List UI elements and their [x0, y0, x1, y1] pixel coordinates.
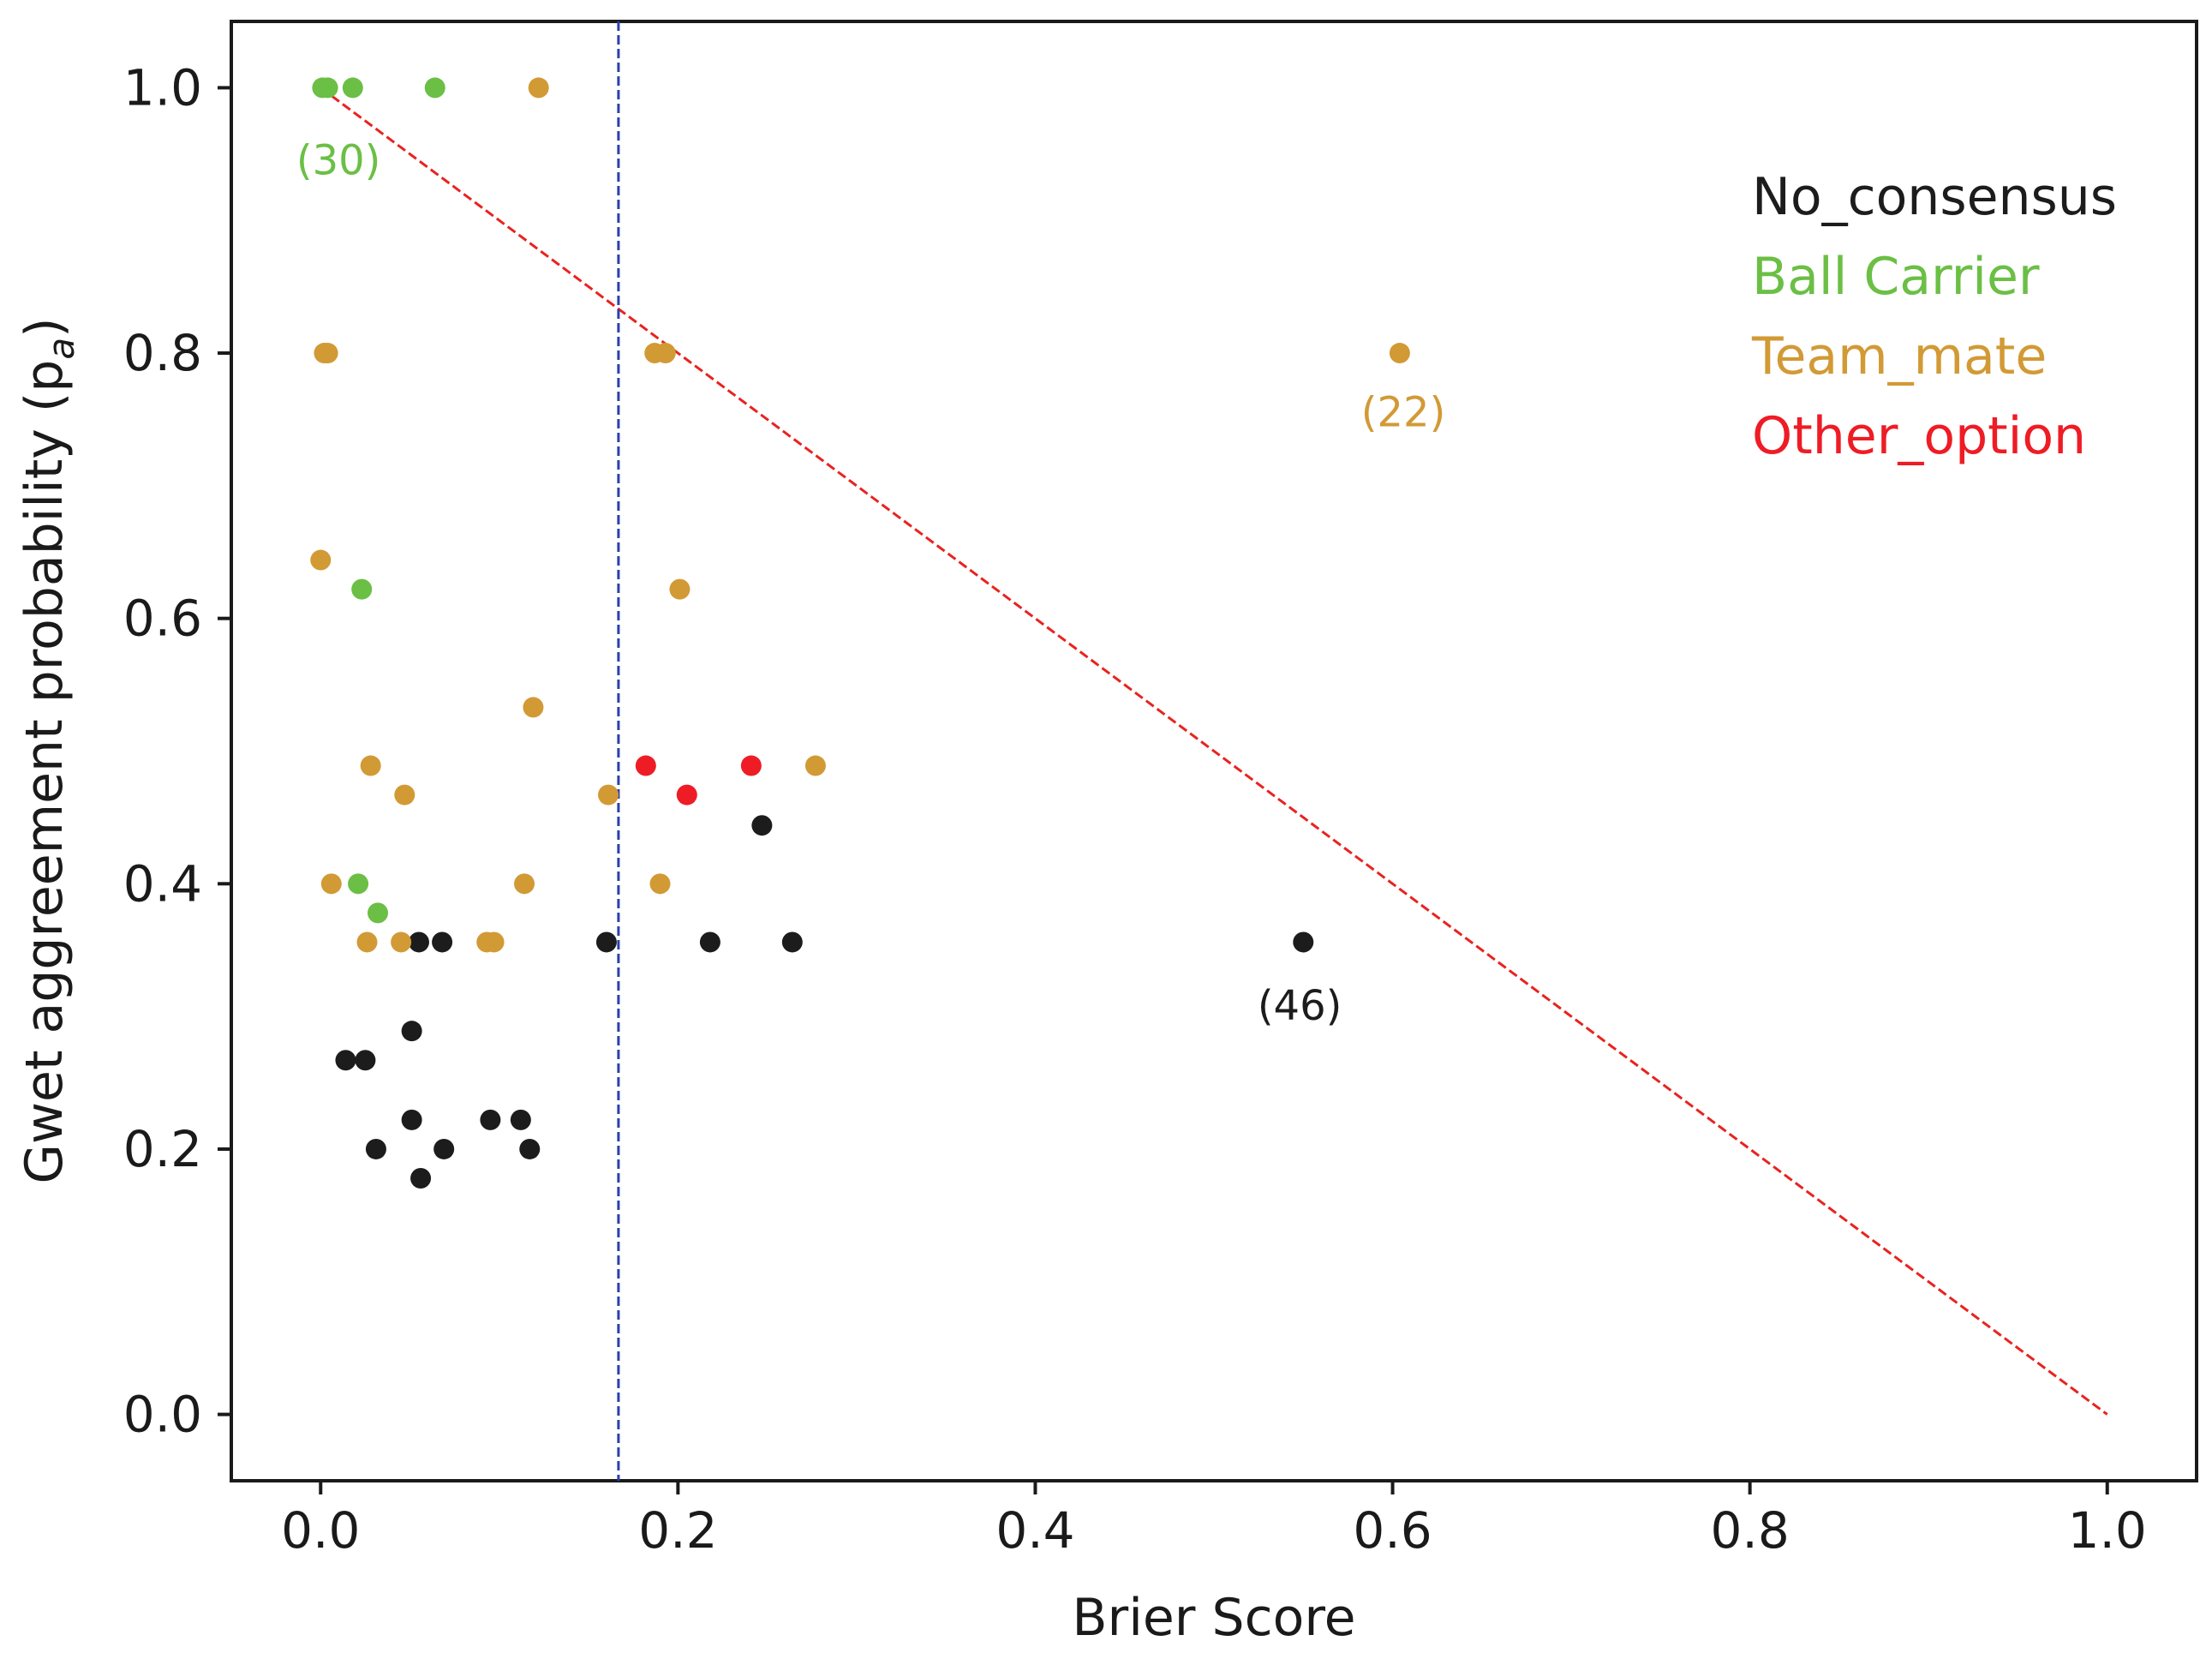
diagonal-reference-line [320, 87, 2108, 1416]
point-no-consensus [595, 931, 617, 953]
legend-item-team-mate: Team_mate [1751, 326, 2047, 386]
point-no-consensus [355, 1050, 376, 1071]
point-team-mate [320, 873, 342, 895]
legend-item-no-consensus: No_consensus [1752, 167, 2117, 227]
point-no-consensus [432, 931, 453, 953]
point-team-mate [483, 931, 505, 953]
reference-lines [320, 21, 2108, 1481]
point-team-mate [804, 755, 826, 776]
point-team-mate [360, 755, 381, 776]
legend-item-ball-carrier: Ball Carrier [1752, 247, 2040, 307]
point-team-mate [1389, 343, 1410, 364]
y-tick-label: 0.2 [123, 1120, 202, 1178]
x-tick-label: 0.0 [281, 1501, 360, 1560]
y-tick-label: 0.0 [123, 1386, 202, 1444]
point-ball-carrier [424, 77, 445, 99]
x-tick-label: 0.8 [1711, 1501, 1790, 1560]
point-team-mate [598, 784, 619, 806]
axis-ticks: 0.0 0.2 0.4 0.6 0.8 1.0 0.0 0.2 0.4 0.6 0.8 1.0 [123, 58, 2147, 1560]
y-tick-label: 1.0 [123, 58, 202, 117]
point-team-mate [310, 549, 332, 571]
point-no-consensus [401, 1021, 422, 1042]
point-no-consensus [410, 1168, 432, 1189]
point-no-consensus [510, 1109, 531, 1130]
point-team-mate [669, 578, 691, 600]
point-no-consensus [699, 931, 720, 953]
point-ball-carrier [368, 902, 389, 924]
legend: No_consensus Ball Carrier Team_mate Other_o… [1751, 167, 2117, 466]
annotation-label: (46) [1258, 982, 1342, 1030]
point-annotations: (30) (22) (46) [296, 137, 1445, 1030]
point-ball-carrier [317, 77, 338, 99]
point-no-consensus [519, 1138, 541, 1159]
point-other-option [635, 755, 656, 776]
point-other-option [740, 755, 762, 776]
point-team-mate [391, 931, 412, 953]
point-team-mate [394, 784, 415, 806]
point-no-consensus [781, 931, 803, 953]
point-no-consensus [433, 1138, 455, 1159]
y-axis-label: Gwet aggreement probability (pa) [15, 317, 82, 1183]
y-axis-label-main: Gwet aggreement probability (p [15, 360, 75, 1184]
point-team-mate [514, 873, 535, 895]
point-ball-carrier [348, 873, 369, 895]
point-no-consensus [751, 815, 773, 836]
point-team-mate [528, 77, 549, 99]
point-team-mate [317, 343, 338, 364]
x-tick-label: 0.2 [638, 1501, 717, 1560]
y-axis-label-subscript: a [40, 338, 82, 360]
x-tick-label: 0.6 [1353, 1501, 1432, 1560]
x-tick-label: 0.4 [995, 1501, 1074, 1560]
y-tick-label: 0.8 [123, 324, 202, 382]
annotation-label: (30) [296, 137, 381, 185]
x-axis-label: Brier Score [1072, 1588, 1355, 1648]
point-team-mate [649, 873, 671, 895]
annotation-label: (22) [1361, 389, 1446, 437]
point-no-consensus [408, 931, 429, 953]
point-no-consensus [401, 1109, 422, 1130]
point-no-consensus [335, 1050, 356, 1071]
point-team-mate [655, 343, 676, 364]
y-tick-label: 0.4 [123, 854, 202, 913]
point-no-consensus [480, 1109, 501, 1130]
point-team-mate [356, 931, 378, 953]
y-tick-label: 0.6 [123, 590, 202, 648]
point-no-consensus [1293, 931, 1314, 953]
point-ball-carrier [342, 77, 363, 99]
y-axis-label-close: ) [15, 317, 75, 337]
x-tick-label: 1.0 [2068, 1501, 2147, 1560]
point-ball-carrier [351, 578, 373, 600]
point-other-option [676, 784, 697, 806]
data-points [310, 77, 1410, 1189]
point-no-consensus [365, 1138, 386, 1159]
point-team-mate [523, 697, 544, 718]
legend-item-other-option: Other_option [1752, 406, 2086, 466]
